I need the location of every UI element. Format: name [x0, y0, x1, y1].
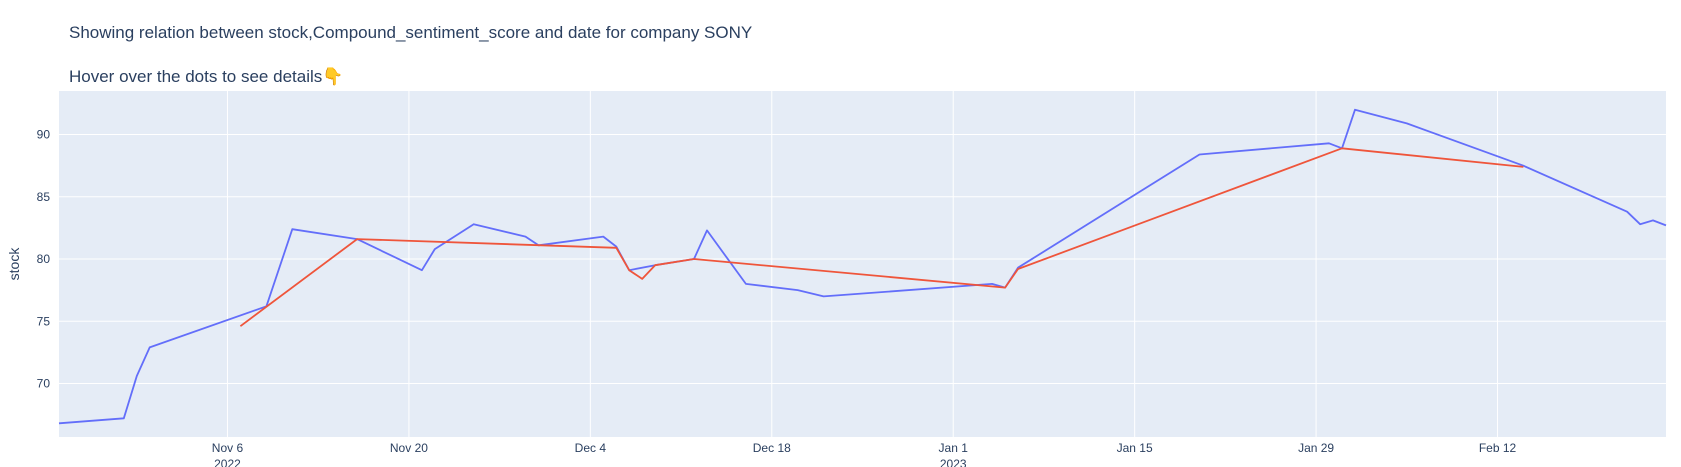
y-tick-label: 85 — [37, 190, 51, 204]
y-gridlines — [59, 134, 1666, 384]
x-tick-label: Dec 4 — [575, 441, 607, 455]
x-tick-year-label: 2023 — [940, 457, 967, 467]
series-layer[interactable] — [58, 108, 1667, 425]
y-tick-label: 90 — [37, 128, 51, 142]
x-tick-label: Feb 12 — [1479, 441, 1517, 455]
y-tick-label: 80 — [37, 252, 51, 266]
x-tick-year-label: 2022 — [214, 457, 241, 467]
chart-subtitle: Hover over the dots to see details👇 — [69, 67, 344, 86]
x-tick-label: Dec 18 — [753, 441, 791, 455]
y-axis-label: stock — [6, 247, 22, 281]
y-tick-label: 75 — [37, 314, 51, 328]
series-line-1[interactable] — [58, 108, 1667, 425]
plot-area — [59, 91, 1666, 437]
x-tick-label: Nov 6 — [212, 441, 244, 455]
x-tick-label: Jan 1 — [939, 441, 969, 455]
y-tick-label: 70 — [37, 376, 51, 390]
chart-title: Showing relation between stock,Compound_… — [69, 23, 753, 42]
x-tick-labels: Nov 6 2022 Nov 20 Dec 4 Dec 18 Jan 1 2023 Jan 1… — [212, 441, 1517, 467]
series-line-2[interactable] — [239, 147, 1524, 327]
x-tick-label: Jan 15 — [1117, 441, 1153, 455]
y-tick-labels: 70 75 80 85 90 — [37, 128, 51, 391]
x-tick-label: Jan 29 — [1298, 441, 1334, 455]
x-tick-label: Nov 20 — [390, 441, 428, 455]
